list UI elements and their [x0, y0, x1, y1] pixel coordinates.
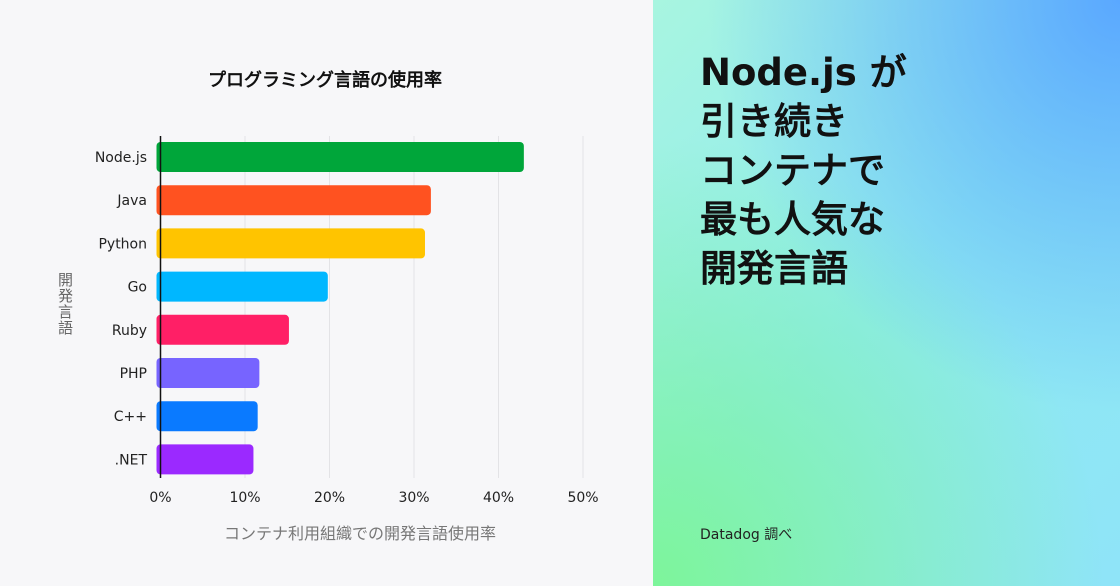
headline-line: 開発言語 — [700, 247, 848, 290]
x-tick-label: 30% — [398, 490, 429, 506]
chart-title: プログラミング言語の使用率 — [208, 70, 442, 91]
x-tick-label: 50% — [567, 490, 598, 506]
headline-panel — [653, 0, 1120, 586]
x-tick-label: 20% — [314, 490, 345, 506]
x-tick-label: 0% — [149, 490, 171, 506]
bar-net — [156, 444, 254, 475]
headline: Node.js が 引き続き コンテナで 最も人気な 開発言語 — [700, 48, 907, 293]
y-tick-label: C++ — [114, 409, 147, 425]
y-tick-label: Ruby — [112, 323, 147, 339]
bar-c++ — [156, 401, 258, 432]
y-tick-label: .NET — [115, 452, 148, 468]
y-tick-label: Go — [128, 280, 147, 296]
bar-nodejs — [156, 142, 524, 172]
x-axis-label: コンテナ利用組織での開発言語使用率 — [223, 524, 496, 543]
y-tick-label: Java — [116, 193, 147, 209]
bar-php — [156, 358, 260, 388]
x-tick-label: 10% — [229, 490, 260, 506]
y-tick-label: PHP — [120, 366, 147, 382]
bar-go — [156, 271, 328, 302]
bar-chart: 0% 10% 20% 30% 40% 50% Node.js Java Python Go Ruby… — [95, 136, 599, 506]
source-credit: Datadog 調べ — [700, 527, 793, 543]
bar-ruby — [156, 314, 289, 345]
headline-line: コンテナで — [700, 149, 885, 192]
headline-line: 最も人気な — [700, 198, 885, 241]
headline-line: 引き続き — [700, 100, 848, 143]
headline-line: Node.js が — [700, 51, 907, 94]
y-tick-label: Node.js — [95, 150, 147, 166]
y-tick-label: Python — [98, 236, 147, 252]
y-axis-label: 開発言語 — [56, 272, 74, 336]
bar-java — [156, 185, 431, 216]
bar-python — [156, 228, 425, 259]
x-tick-label: 40% — [483, 490, 514, 506]
